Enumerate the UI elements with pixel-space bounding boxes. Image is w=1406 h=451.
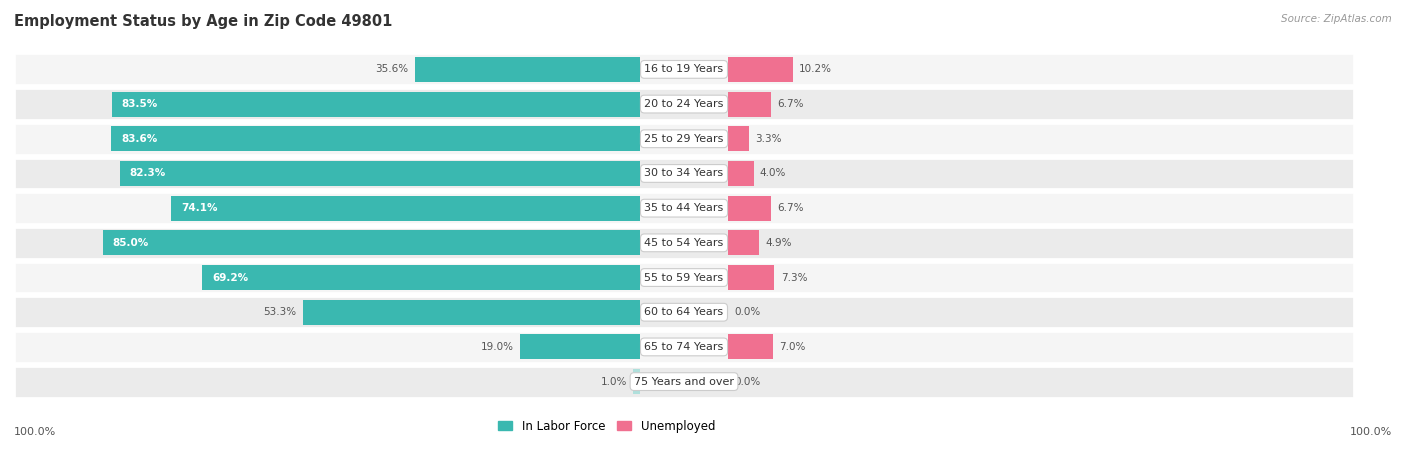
- Text: 0.0%: 0.0%: [734, 377, 761, 387]
- Text: 19.0%: 19.0%: [481, 342, 513, 352]
- Text: 100.0%: 100.0%: [14, 428, 56, 437]
- Bar: [14, 331, 1354, 363]
- Text: 7.0%: 7.0%: [779, 342, 806, 352]
- Text: 83.6%: 83.6%: [121, 134, 157, 144]
- Bar: [120, 161, 640, 186]
- Bar: [14, 192, 1354, 224]
- Text: 4.0%: 4.0%: [759, 169, 786, 179]
- Bar: [728, 161, 754, 186]
- Legend: In Labor Force, Unemployed: In Labor Force, Unemployed: [495, 416, 718, 436]
- Bar: [302, 300, 640, 325]
- Text: 16 to 19 Years: 16 to 19 Years: [644, 64, 724, 74]
- Text: 3.3%: 3.3%: [755, 134, 782, 144]
- Text: 60 to 64 Years: 60 to 64 Years: [644, 307, 724, 317]
- Bar: [728, 126, 749, 151]
- Bar: [634, 369, 640, 394]
- Bar: [103, 230, 640, 255]
- Text: 1.0%: 1.0%: [600, 377, 627, 387]
- Text: 69.2%: 69.2%: [212, 272, 247, 282]
- Text: 10.2%: 10.2%: [799, 64, 832, 74]
- Bar: [728, 265, 775, 290]
- Text: 55 to 59 Years: 55 to 59 Years: [644, 272, 724, 282]
- Text: 30 to 34 Years: 30 to 34 Years: [644, 169, 724, 179]
- Text: 85.0%: 85.0%: [112, 238, 148, 248]
- Bar: [202, 265, 640, 290]
- Text: 0.0%: 0.0%: [734, 307, 761, 317]
- Text: 74.1%: 74.1%: [181, 203, 218, 213]
- Bar: [415, 57, 640, 82]
- Text: 45 to 54 Years: 45 to 54 Years: [644, 238, 724, 248]
- Text: 25 to 29 Years: 25 to 29 Years: [644, 134, 724, 144]
- Bar: [111, 126, 640, 151]
- Bar: [14, 157, 1354, 189]
- Text: 75 Years and over: 75 Years and over: [634, 377, 734, 387]
- Bar: [728, 335, 772, 359]
- Bar: [728, 92, 770, 116]
- Text: 20 to 24 Years: 20 to 24 Years: [644, 99, 724, 109]
- Text: 82.3%: 82.3%: [129, 169, 166, 179]
- Bar: [112, 92, 640, 116]
- Text: 35.6%: 35.6%: [375, 64, 409, 74]
- Text: 35 to 44 Years: 35 to 44 Years: [644, 203, 724, 213]
- Text: 83.5%: 83.5%: [121, 99, 157, 109]
- Text: 7.3%: 7.3%: [780, 272, 807, 282]
- Bar: [14, 88, 1354, 120]
- Bar: [172, 196, 640, 221]
- Bar: [728, 57, 793, 82]
- Bar: [520, 335, 640, 359]
- Text: Source: ZipAtlas.com: Source: ZipAtlas.com: [1281, 14, 1392, 23]
- Text: 100.0%: 100.0%: [1350, 428, 1392, 437]
- Text: Employment Status by Age in Zip Code 49801: Employment Status by Age in Zip Code 498…: [14, 14, 392, 28]
- Text: 6.7%: 6.7%: [778, 99, 803, 109]
- Bar: [14, 366, 1354, 398]
- Text: 4.9%: 4.9%: [766, 238, 792, 248]
- Text: 6.7%: 6.7%: [778, 203, 803, 213]
- Text: 65 to 74 Years: 65 to 74 Years: [644, 342, 724, 352]
- Bar: [14, 53, 1354, 85]
- Bar: [728, 196, 770, 221]
- Text: 53.3%: 53.3%: [263, 307, 297, 317]
- Bar: [14, 262, 1354, 294]
- Bar: [14, 296, 1354, 328]
- Bar: [14, 123, 1354, 155]
- Bar: [14, 227, 1354, 259]
- Bar: [728, 230, 759, 255]
